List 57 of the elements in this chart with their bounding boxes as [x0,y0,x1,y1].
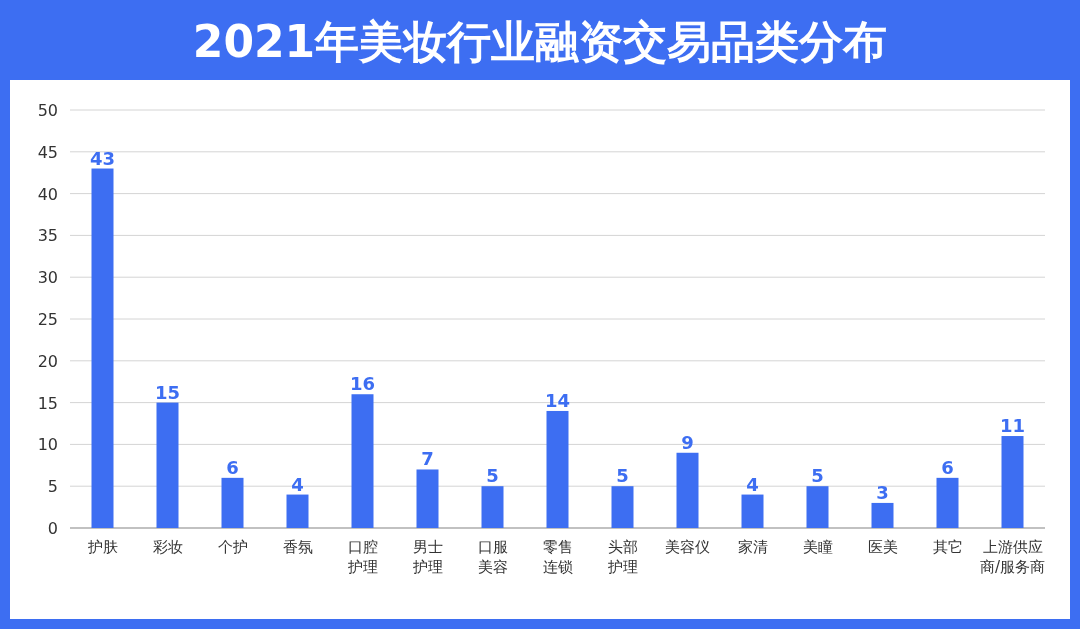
bar [611,486,634,528]
y-tick-label: 40 [37,184,58,204]
bar [1001,436,1024,528]
data-label: 4 [291,473,304,495]
x-tick-label: 头部护理 [606,538,638,576]
x-tick-label: 家清 [737,538,768,556]
bar [416,469,439,528]
data-label: 15 [154,381,181,403]
x-tick-label: 彩妆 [152,538,183,556]
data-label: 43 [89,147,116,169]
y-tick-label: 0 [47,519,58,538]
y-tick-label: 25 [37,310,58,329]
data-label: 3 [876,481,889,503]
bar [871,502,894,528]
bar [156,402,179,528]
data-label: 6 [941,456,954,478]
x-tick-label: 口服美容 [477,538,508,576]
data-label: 14 [544,389,571,411]
x-tick-label: 个护 [217,538,248,556]
y-tick-label: 10 [37,435,58,455]
x-tick-label: 医美 [867,538,898,556]
y-tick-label: 30 [37,268,58,288]
bar [936,477,959,528]
bar [676,452,699,528]
bar [91,168,114,528]
x-tick-label: 男士护理 [411,538,443,576]
data-label: 5 [486,465,499,487]
y-tick-label: 15 [37,393,58,413]
x-tick-label: 美容仪 [665,538,710,556]
bar [741,494,764,528]
bar [351,394,374,528]
data-label: 5 [616,465,629,487]
x-tick-label: 美瞳 [802,538,833,556]
y-tick-label: 5 [47,477,58,497]
data-label: 9 [681,431,694,453]
bar [286,494,309,528]
data-label: 5 [811,465,824,487]
x-tick-label: 上游供应商/服务商 [979,538,1046,576]
x-tick-label: 口腔护理 [346,538,378,576]
y-tick-label: 20 [37,351,58,371]
bar [546,410,569,528]
bar [481,486,504,528]
y-tick-label: 45 [37,142,58,162]
x-tick-label: 护肤 [86,538,118,556]
bar [221,477,244,528]
data-label: 16 [349,373,376,395]
data-label: 7 [421,448,434,470]
data-label: 11 [999,415,1026,437]
x-tick-label: 零售连锁 [542,538,573,576]
data-label: 4 [746,473,759,495]
x-tick-label: 其它 [932,538,963,556]
x-tick-label: 香氛 [282,538,313,556]
data-label: 6 [226,456,239,478]
bar [806,486,829,528]
y-tick-label: 50 [37,101,58,120]
y-tick-label: 35 [37,226,58,246]
chart-title: 2021年美妆行业融资交易品类分布 [192,16,888,67]
